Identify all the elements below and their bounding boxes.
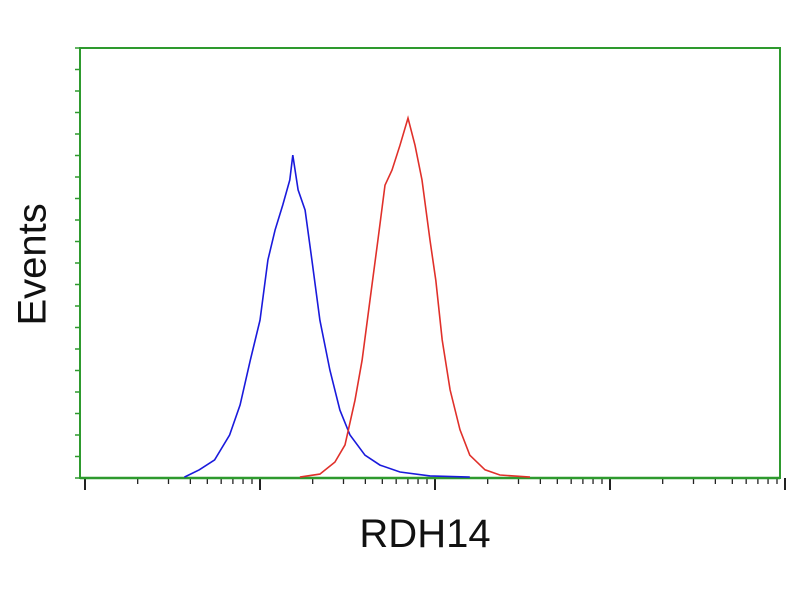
series-2-line (299, 115, 531, 478)
x-axis-label: RDH14 (359, 512, 491, 556)
plot-frame (79, 47, 781, 479)
series-1-line (184, 154, 470, 478)
y-axis-label: Events (10, 203, 55, 326)
